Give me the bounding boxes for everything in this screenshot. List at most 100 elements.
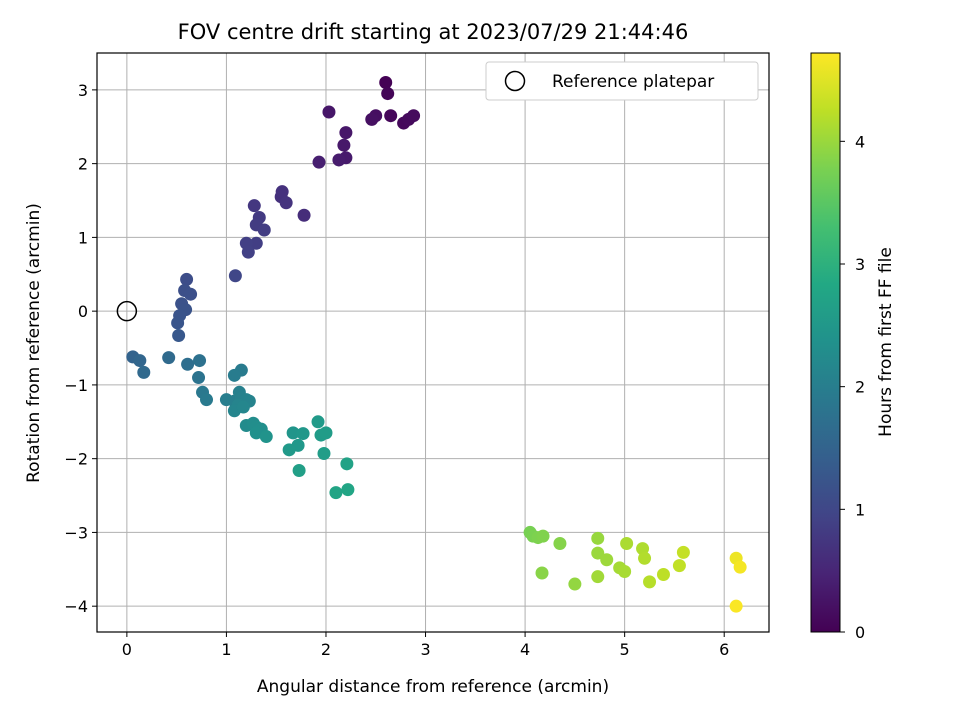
data-point (249, 426, 263, 440)
data-point (181, 357, 195, 371)
data-point (286, 426, 300, 440)
data-point (638, 551, 652, 565)
data-point (536, 529, 550, 543)
data-point (339, 126, 353, 140)
x-tick-label: 2 (321, 640, 331, 659)
data-point (292, 463, 306, 477)
plot-frame (96, 52, 770, 633)
data-point (643, 575, 657, 589)
data-point (729, 599, 743, 613)
colorbar-tick-label: 4 (855, 132, 865, 151)
data-point (591, 546, 605, 560)
data-point (332, 153, 346, 167)
y-tick-label: −4 (64, 597, 88, 616)
y-tick-label: −3 (64, 523, 88, 542)
data-point (591, 570, 605, 584)
data-point (329, 486, 343, 500)
data-point (381, 87, 395, 101)
legend-box (485, 61, 759, 101)
data-point (656, 567, 670, 581)
data-point (384, 109, 398, 123)
y-tick-label: 0 (78, 302, 88, 321)
data-points (126, 76, 747, 613)
y-tick-label: −2 (64, 450, 88, 469)
data-point (322, 105, 336, 119)
legend-reference-marker (504, 70, 526, 92)
data-point (227, 368, 241, 382)
data-point (553, 536, 567, 550)
colorbar: 0 1 2 3 4 Hours from first FF file (810, 52, 896, 642)
data-point (257, 223, 271, 237)
x-axis-ticks: 0 1 2 3 4 5 6 (122, 632, 729, 659)
chart-title: FOV centre drift starting at 2023/07/29 … (178, 20, 689, 44)
x-tick-label: 3 (420, 640, 430, 659)
data-point (137, 365, 151, 379)
legend-label-reference-platepar: Reference platepar (552, 72, 714, 92)
x-tick-label: 5 (620, 640, 630, 659)
data-point (297, 208, 311, 222)
x-tick-label: 6 (719, 640, 729, 659)
colorbar-tick-label: 3 (855, 255, 865, 274)
data-point (180, 272, 194, 286)
reference-platepar-point (116, 300, 138, 322)
data-point (733, 560, 747, 574)
data-point (236, 400, 250, 414)
colorbar-tick-label: 1 (855, 500, 865, 519)
data-point (162, 351, 176, 365)
data-point (171, 316, 185, 330)
data-point (275, 185, 289, 199)
data-point (591, 531, 605, 545)
colorbar-gradient (810, 52, 841, 633)
y-axis-label: Rotation from reference (arcmin) (24, 203, 44, 483)
x-axis-label: Angular distance from reference (arcmin) (257, 677, 609, 697)
x-tick-label: 1 (221, 640, 231, 659)
y-tick-label: −1 (64, 376, 88, 395)
reference-marker (116, 300, 138, 322)
x-tick-label: 4 (520, 640, 530, 659)
data-point (618, 565, 632, 579)
grid-lines (97, 53, 769, 632)
data-point (407, 109, 421, 123)
data-point (672, 559, 686, 573)
data-point (337, 138, 351, 152)
data-point (568, 577, 582, 591)
legend: Reference platepar (485, 61, 759, 101)
data-point (133, 354, 147, 368)
data-point (247, 199, 261, 213)
data-point (193, 354, 207, 368)
data-point (259, 430, 273, 444)
data-point (317, 447, 331, 461)
data-point (200, 393, 214, 407)
y-tick-label: 2 (78, 155, 88, 174)
data-point (279, 196, 293, 210)
data-point (312, 155, 326, 169)
data-point (676, 545, 690, 559)
data-point (228, 269, 242, 283)
data-point (249, 236, 263, 250)
data-point (172, 328, 186, 342)
y-axis-ticks: −4 −3 −2 −1 0 1 2 3 (64, 81, 97, 616)
data-point (340, 457, 354, 471)
data-point (311, 415, 325, 429)
data-point (241, 245, 255, 259)
colorbar-ticks: 0 1 2 3 4 (840, 132, 865, 642)
colorbar-label: Hours from first FF file (876, 247, 896, 437)
x-tick-label: 0 (122, 640, 132, 659)
data-point (296, 427, 310, 441)
data-point (620, 536, 634, 550)
data-point (282, 443, 296, 457)
y-tick-label: 1 (78, 228, 88, 247)
data-point (341, 483, 355, 497)
data-point (535, 566, 549, 580)
data-point (319, 426, 333, 440)
y-tick-label: 3 (78, 81, 88, 100)
data-point (600, 553, 614, 567)
data-point (379, 76, 393, 90)
colorbar-tick-label: 2 (855, 378, 865, 397)
data-point (184, 287, 198, 301)
data-point (365, 112, 379, 126)
data-point (192, 371, 206, 385)
colorbar-tick-label: 0 (855, 623, 865, 642)
